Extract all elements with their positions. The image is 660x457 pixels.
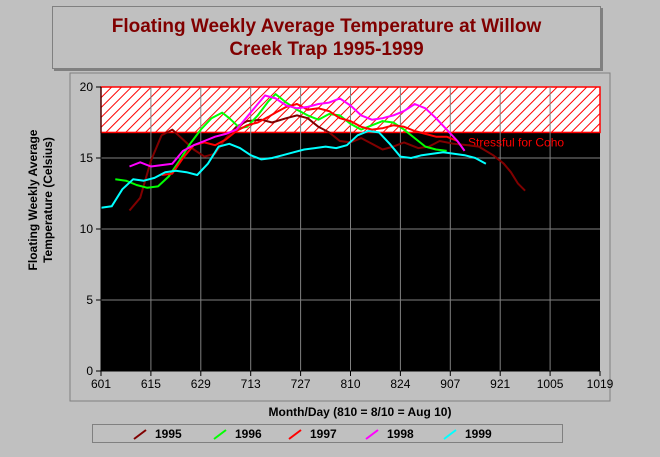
legend-swatch-1997 bbox=[288, 428, 302, 440]
legend-item-1997: 1997 bbox=[288, 426, 337, 441]
x-tick-label: 615 bbox=[141, 377, 161, 391]
x-tick-label: 1005 bbox=[537, 377, 564, 391]
series-line-1997 bbox=[161, 103, 458, 176]
x-tick-label: 713 bbox=[241, 377, 261, 391]
y-tick-label: 5 bbox=[86, 293, 93, 307]
legend-swatch-1999 bbox=[443, 428, 457, 440]
series-line-1999 bbox=[100, 130, 487, 209]
legend-label-1995: 1995 bbox=[155, 426, 182, 441]
x-tick-label: 727 bbox=[291, 377, 311, 391]
y-axis-label: Floating Weekly Average Temperature (Cel… bbox=[26, 100, 56, 300]
legend-item-1999: 1999 bbox=[443, 426, 492, 441]
chart-title: Floating Weekly Average Temperature at W… bbox=[111, 15, 542, 60]
x-tick-label: 601 bbox=[91, 377, 111, 391]
x-tick-label: 1019 bbox=[587, 377, 614, 391]
series-line-1998 bbox=[129, 94, 466, 168]
legend-item-1998: 1998 bbox=[365, 426, 414, 441]
y-tick-label: 15 bbox=[80, 151, 94, 165]
legend-swatch-1998 bbox=[365, 428, 379, 440]
y-tick-label: 10 bbox=[80, 222, 94, 236]
y-tick-label: 0 bbox=[86, 364, 93, 378]
y-axis-label-line2: Temperature (Celsius) bbox=[41, 137, 55, 263]
legend-label-1998: 1998 bbox=[387, 426, 414, 441]
legend: 1995 1996 1997 1998 1999 bbox=[92, 424, 563, 443]
x-tick-label: 907 bbox=[440, 377, 460, 391]
legend-label-1996: 1996 bbox=[235, 426, 262, 441]
x-tick-label: 629 bbox=[191, 377, 211, 391]
chart-title-box: Floating Weekly Average Temperature at W… bbox=[52, 6, 601, 69]
legend-label-1999: 1999 bbox=[465, 426, 492, 441]
legend-item-1996: 1996 bbox=[213, 426, 262, 441]
x-tick-label: 921 bbox=[490, 377, 510, 391]
series-line-1995 bbox=[128, 114, 526, 212]
threshold-label: Stressful for Coho bbox=[468, 135, 564, 149]
legend-swatch-1996 bbox=[213, 428, 227, 440]
x-tick-label: 824 bbox=[390, 377, 410, 391]
legend-swatch-1995 bbox=[133, 428, 147, 440]
x-axis-label: Month/Day (810 = 8/10 = Aug 10) bbox=[268, 405, 452, 419]
y-axis-label-line1: Floating Weekly Average bbox=[26, 129, 40, 271]
legend-label-1997: 1997 bbox=[310, 426, 337, 441]
x-tick-label: 810 bbox=[340, 377, 360, 391]
legend-item-1995: 1995 bbox=[133, 426, 182, 441]
y-tick-label: 20 bbox=[80, 80, 94, 94]
